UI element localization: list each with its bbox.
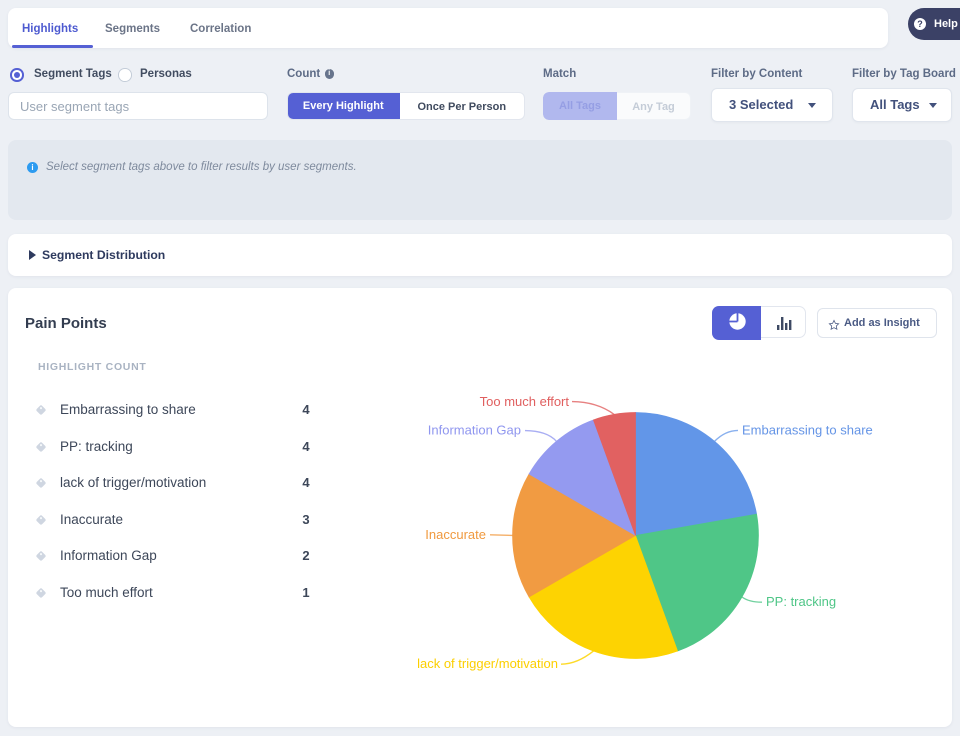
svg-text:Too much effort: Too much effort — [480, 394, 570, 409]
svg-text:Inaccurate: Inaccurate — [425, 527, 486, 542]
svg-text:lack of trigger/motivation: lack of trigger/motivation — [417, 656, 558, 671]
svg-text:PP: tracking: PP: tracking — [766, 594, 836, 609]
svg-text:Embarrassing to share: Embarrassing to share — [742, 423, 873, 438]
svg-text:Information Gap: Information Gap — [428, 423, 521, 438]
